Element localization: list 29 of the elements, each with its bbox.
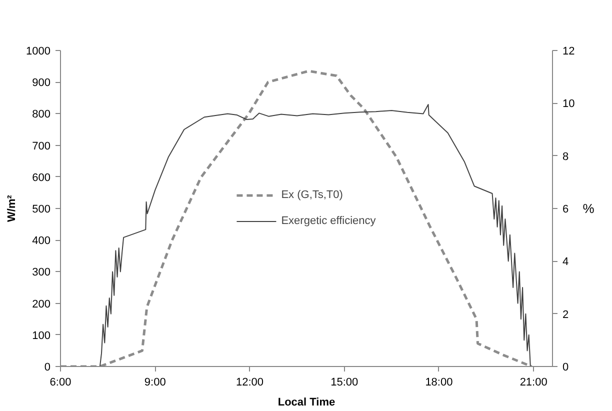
y-tick-label: 400	[32, 235, 51, 248]
y2-tick-label: 4	[562, 256, 569, 268]
y2-tick-label: 12	[562, 46, 575, 58]
y2-tick-label: 10	[562, 98, 575, 110]
y-tick-label: 200	[32, 298, 51, 310]
y2-tick-label: 8	[562, 150, 569, 163]
y-axis-title: W/m²	[6, 194, 18, 222]
y2-tick-label: 6	[562, 204, 569, 216]
x-tick-label: 18:00	[425, 376, 453, 388]
y-tick-label: 300	[32, 266, 51, 279]
legend-label: Exergetic efficiency	[281, 215, 376, 227]
y2-axis-title: %	[582, 201, 595, 216]
x-tick-label: 12:00	[236, 376, 264, 388]
x-tick-label: 21:00	[520, 376, 548, 388]
legend-label: Ex (G,Ts,T0)	[281, 189, 343, 201]
x-tick-label: 6:00	[50, 376, 72, 388]
y-tick-label: 900	[32, 77, 51, 90]
y-tick-label: 0	[44, 362, 51, 374]
y-tick-label: 100	[32, 330, 51, 342]
y-tick-label: 700	[32, 140, 51, 152]
y-tick-label: 500	[32, 204, 51, 216]
x-tick-label: 9:00	[144, 376, 166, 388]
y2-tick-label: 2	[562, 308, 569, 321]
y-tick-label: 800	[32, 108, 51, 121]
y-tick-label: 1000	[26, 46, 51, 58]
y2-tick-label: 0	[562, 362, 569, 374]
y-tick-label: 600	[32, 172, 51, 184]
x-tick-label: 15:00	[330, 376, 358, 388]
x-axis-title: Local Time	[278, 396, 336, 408]
